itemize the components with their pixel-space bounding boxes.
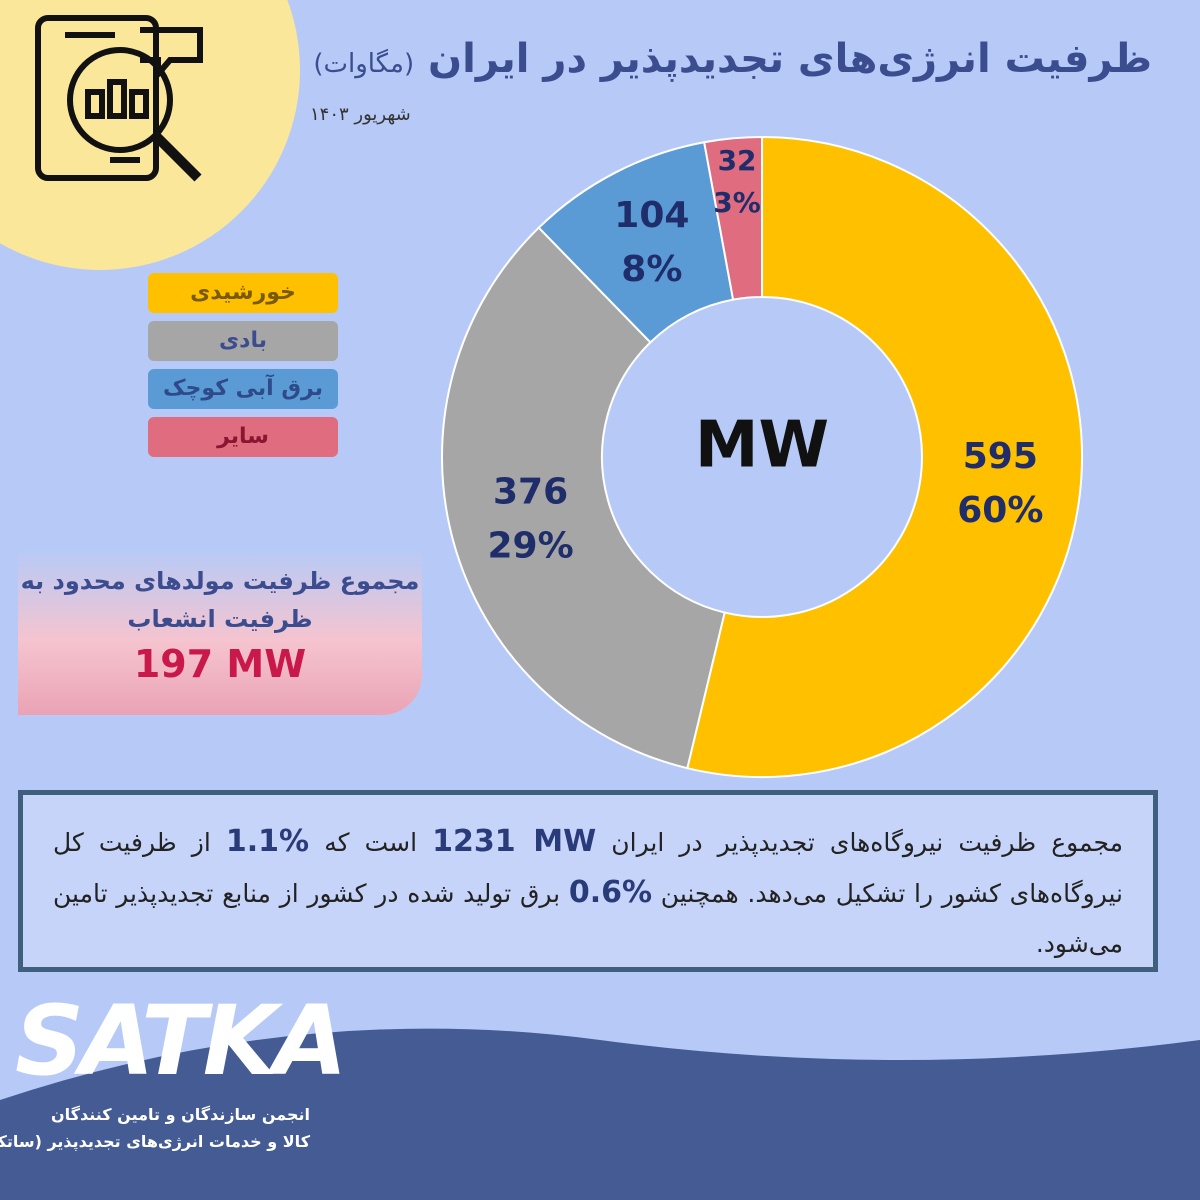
title-main: ظرفیت انرژی‌های تجدیدپذیر در ایران: [428, 36, 1152, 82]
note-text: مجموع ظرفیت مولدهای محدود به ظرفیت انشعا…: [20, 567, 420, 633]
summary-box: مجموع ظرفیت نیروگاه‌های تجدیدپذیر در ایر…: [18, 790, 1158, 972]
value-label: 32: [718, 144, 757, 177]
donut-slice: [441, 226, 726, 770]
percent-label: 29%: [487, 526, 573, 567]
summary-text: از ظرفیت کل نیروگاه‌های کشور را تشکیل می…: [53, 828, 1123, 908]
summary-highlight: 1.1%: [225, 824, 310, 859]
percent-label: 60%: [957, 490, 1043, 531]
bottom-wave: [0, 1028, 1200, 1200]
summary-text: برق تولید شده در کشور از منابع تجدیدپذیر…: [53, 879, 1123, 958]
value-label: 376: [493, 472, 568, 513]
center-label: MW: [695, 409, 829, 483]
corner-circle: [0, 0, 300, 270]
donut-chart: 595 60% 376 29% 104 8% 32 3% MW: [441, 135, 1083, 778]
percent-label: 3%: [713, 186, 761, 219]
legend-item: خورشیدی: [148, 273, 338, 313]
summary-text: مجموع ظرفیت نیروگاه‌های تجدیدپذیر در ایر…: [596, 828, 1124, 857]
donut-slice: [686, 135, 1083, 778]
donut-slice: [703, 135, 763, 301]
footer-line2: کالا و خدمات انرژی‌های تجدیدپذیر (ساتکا): [0, 1132, 310, 1151]
legend-item: بادی: [148, 321, 338, 361]
note-value: 197 MW: [133, 642, 307, 686]
chart-title: ظرفیت انرژی‌های تجدیدپذیر در ایران (مگاو…: [313, 36, 1152, 82]
note-box: مجموع ظرفیت مولدهای محدود به ظرفیت انشعا…: [18, 550, 422, 715]
summary-text: است که: [309, 828, 433, 857]
icon: [35, 15, 203, 182]
logo: SATKA: [15, 985, 347, 1097]
title-unit: (مگاوات): [313, 49, 415, 79]
subtitle: شهریور ۱۴۰۳: [310, 104, 411, 125]
value-label: 595: [963, 436, 1038, 477]
percent-label: 8%: [621, 249, 682, 290]
summary-highlight: 1231 MW: [432, 824, 597, 859]
legend-item: برق آبی کوچک: [148, 369, 338, 409]
summary-highlight: 0.6%: [568, 875, 653, 910]
footer-line1: انجمن سازندگان و تامین کنندگان: [51, 1105, 310, 1124]
value-label: 104: [614, 195, 689, 236]
legend-item: سایر: [148, 417, 338, 457]
